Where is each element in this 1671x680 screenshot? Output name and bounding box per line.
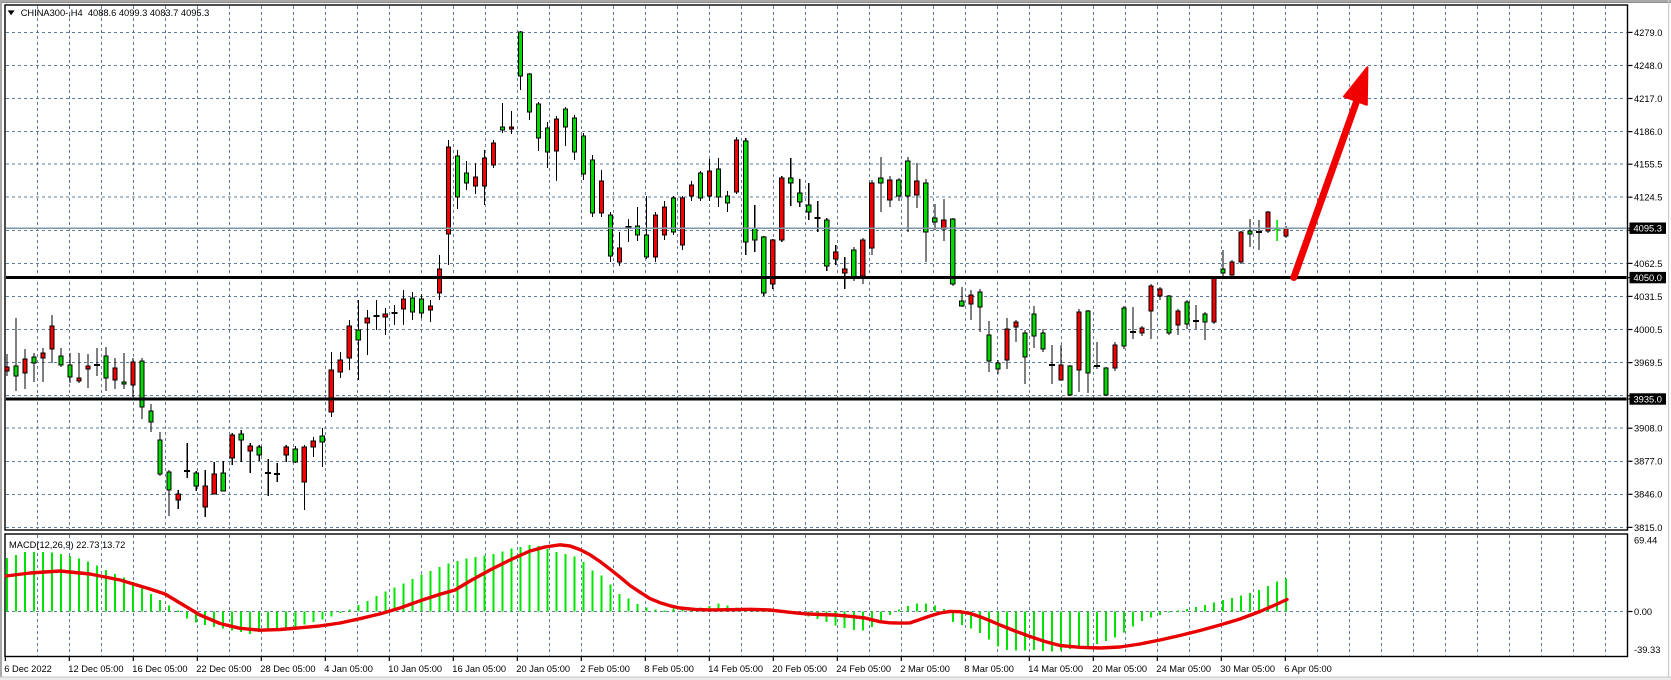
svg-text:14 Feb 05:00: 14 Feb 05:00 xyxy=(708,664,763,674)
svg-text:4000.5: 4000.5 xyxy=(1634,325,1662,335)
svg-text:3908.0: 3908.0 xyxy=(1634,424,1662,434)
svg-text:8 Mar 05:00: 8 Mar 05:00 xyxy=(964,664,1014,674)
svg-text:4155.5: 4155.5 xyxy=(1634,160,1662,170)
svg-text:4 Jan 05:00: 4 Jan 05:00 xyxy=(324,664,373,674)
svg-text:4124.5: 4124.5 xyxy=(1634,193,1662,203)
svg-text:CHINA300-,H4 4088.6 4099.3 40: CHINA300-,H4 4088.6 4099.3 4083.7 4095.3 xyxy=(21,8,210,18)
svg-text:20 Mar 05:00: 20 Mar 05:00 xyxy=(1092,664,1147,674)
svg-text:30 Mar 05:00: 30 Mar 05:00 xyxy=(1220,664,1275,674)
svg-text:20 Jan 05:00: 20 Jan 05:00 xyxy=(516,664,570,674)
svg-text:2 Mar 05:00: 2 Mar 05:00 xyxy=(900,664,950,674)
svg-text:20 Feb 05:00: 20 Feb 05:00 xyxy=(772,664,827,674)
svg-text:16 Dec 05:00: 16 Dec 05:00 xyxy=(132,664,187,674)
svg-text:69.44: 69.44 xyxy=(1634,535,1657,545)
svg-text:2 Feb 05:00: 2 Feb 05:00 xyxy=(580,664,630,674)
svg-text:4050.0: 4050.0 xyxy=(1634,273,1662,283)
svg-text:4095.3: 4095.3 xyxy=(1634,224,1662,234)
svg-text:28 Dec 05:00: 28 Dec 05:00 xyxy=(260,664,315,674)
svg-text:12 Dec 05:00: 12 Dec 05:00 xyxy=(68,664,123,674)
svg-text:3846.0: 3846.0 xyxy=(1634,490,1662,500)
svg-text:4248.0: 4248.0 xyxy=(1634,61,1662,71)
svg-text:3969.5: 3969.5 xyxy=(1634,358,1662,368)
svg-text:8 Feb 05:00: 8 Feb 05:00 xyxy=(644,664,694,674)
svg-text:16 Jan 05:00: 16 Jan 05:00 xyxy=(452,664,506,674)
svg-text:24 Feb 05:00: 24 Feb 05:00 xyxy=(836,664,891,674)
svg-text:14 Mar 05:00: 14 Mar 05:00 xyxy=(1028,664,1083,674)
svg-text:4217.0: 4217.0 xyxy=(1634,94,1662,104)
svg-text:6 Apr 05:00: 6 Apr 05:00 xyxy=(1284,664,1332,674)
svg-text:-39.33: -39.33 xyxy=(1634,645,1660,655)
svg-text:24 Mar 05:00: 24 Mar 05:00 xyxy=(1156,664,1211,674)
svg-text:4279.0: 4279.0 xyxy=(1634,28,1662,38)
svg-text:10 Jan 05:00: 10 Jan 05:00 xyxy=(388,664,442,674)
svg-text:MACD(12,26,9) 22.73 13.72: MACD(12,26,9) 22.73 13.72 xyxy=(9,540,125,550)
svg-text:0.00: 0.00 xyxy=(1634,607,1652,617)
svg-text:3935.0: 3935.0 xyxy=(1634,394,1662,404)
svg-text:4031.5: 4031.5 xyxy=(1634,292,1662,302)
svg-text:4186.0: 4186.0 xyxy=(1634,127,1662,137)
svg-text:6 Dec 2022: 6 Dec 2022 xyxy=(4,664,52,674)
svg-text:22 Dec 05:00: 22 Dec 05:00 xyxy=(196,664,251,674)
svg-text:3815.0: 3815.0 xyxy=(1634,523,1662,533)
svg-text:4062.5: 4062.5 xyxy=(1634,259,1662,269)
svg-text:3877.0: 3877.0 xyxy=(1634,457,1662,467)
